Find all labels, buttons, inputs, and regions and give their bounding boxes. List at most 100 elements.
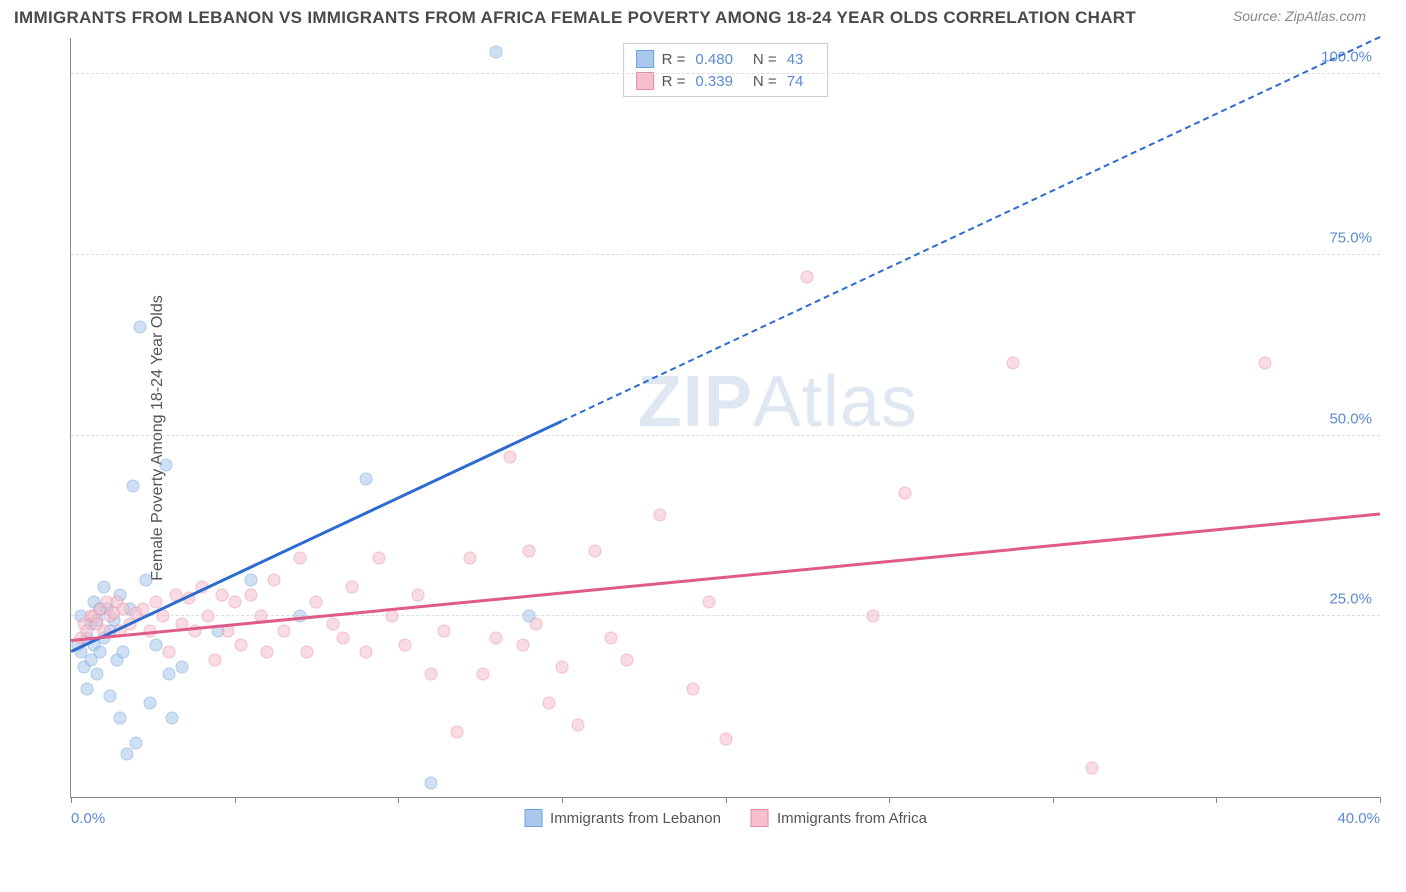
legend-row-lebanon: R = 0.480 N = 43 bbox=[636, 48, 816, 70]
data-point bbox=[424, 668, 437, 681]
legend-swatch-icon bbox=[636, 50, 654, 68]
data-point bbox=[866, 610, 879, 623]
legend-swatch-icon bbox=[751, 809, 769, 827]
data-point bbox=[114, 711, 127, 724]
gridline bbox=[71, 254, 1380, 255]
data-point bbox=[899, 487, 912, 500]
plot-area: ZIPAtlas R = 0.480 N = 43 R = 0.339 N = … bbox=[70, 38, 1380, 798]
legend-r-value: 0.480 bbox=[695, 51, 733, 68]
x-tick-mark bbox=[726, 797, 727, 803]
data-point bbox=[438, 624, 451, 637]
legend-n-value: 43 bbox=[787, 51, 804, 68]
data-point bbox=[326, 617, 339, 630]
data-point bbox=[277, 624, 290, 637]
correlation-legend: R = 0.480 N = 43 R = 0.339 N = 74 bbox=[623, 43, 829, 97]
source-label: Source: ZipAtlas.com bbox=[1233, 8, 1366, 24]
x-tick-mark bbox=[889, 797, 890, 803]
data-point bbox=[555, 660, 568, 673]
x-tick-mark bbox=[1380, 797, 1381, 803]
data-point bbox=[208, 653, 221, 666]
data-point bbox=[300, 646, 313, 659]
data-point bbox=[150, 639, 163, 652]
y-tick-label: 50.0% bbox=[1329, 410, 1372, 427]
data-point bbox=[385, 610, 398, 623]
data-point bbox=[1086, 762, 1099, 775]
data-point bbox=[572, 718, 585, 731]
legend-swatch-icon bbox=[524, 809, 542, 827]
data-point bbox=[719, 733, 732, 746]
data-point bbox=[1007, 357, 1020, 370]
data-point bbox=[490, 631, 503, 644]
data-point bbox=[1259, 357, 1272, 370]
legend-n-label: N = bbox=[753, 51, 777, 68]
gridline bbox=[71, 615, 1380, 616]
data-point bbox=[163, 668, 176, 681]
data-point bbox=[654, 509, 667, 522]
data-point bbox=[163, 646, 176, 659]
data-point bbox=[94, 646, 107, 659]
x-tick-mark bbox=[1216, 797, 1217, 803]
legend-r-value: 0.339 bbox=[695, 73, 733, 90]
data-point bbox=[411, 588, 424, 601]
data-point bbox=[703, 595, 716, 608]
data-point bbox=[294, 552, 307, 565]
data-point bbox=[215, 588, 228, 601]
data-point bbox=[346, 581, 359, 594]
legend-item-africa: Immigrants from Africa bbox=[751, 809, 927, 827]
x-tick-label: 40.0% bbox=[1337, 810, 1380, 827]
data-point bbox=[588, 545, 601, 558]
legend-swatch-icon bbox=[636, 72, 654, 90]
x-tick-mark bbox=[398, 797, 399, 803]
data-point bbox=[244, 574, 257, 587]
series-legend: Immigrants from Lebanon Immigrants from … bbox=[524, 809, 927, 827]
legend-series-label: Immigrants from Africa bbox=[777, 810, 927, 827]
data-point bbox=[81, 682, 94, 695]
legend-item-lebanon: Immigrants from Lebanon bbox=[524, 809, 721, 827]
data-point bbox=[490, 46, 503, 59]
legend-n-label: N = bbox=[753, 73, 777, 90]
data-point bbox=[267, 574, 280, 587]
data-point bbox=[523, 545, 536, 558]
data-point bbox=[159, 458, 172, 471]
data-point bbox=[97, 581, 110, 594]
x-tick-mark bbox=[562, 797, 563, 803]
data-point bbox=[91, 668, 104, 681]
data-point bbox=[529, 617, 542, 630]
gridline bbox=[71, 73, 1380, 74]
data-point bbox=[477, 668, 490, 681]
legend-r-label: R = bbox=[662, 73, 686, 90]
data-point bbox=[117, 646, 130, 659]
data-point bbox=[516, 639, 529, 652]
data-point bbox=[176, 660, 189, 673]
data-point bbox=[140, 574, 153, 587]
data-point bbox=[686, 682, 699, 695]
data-point bbox=[261, 646, 274, 659]
data-point bbox=[801, 270, 814, 283]
chart-container: Female Poverty Among 18-24 Year Olds ZIP… bbox=[40, 38, 1380, 838]
data-point bbox=[359, 646, 372, 659]
data-point bbox=[372, 552, 385, 565]
legend-n-value: 74 bbox=[787, 73, 804, 90]
data-point bbox=[621, 653, 634, 666]
data-point bbox=[503, 451, 516, 464]
data-point bbox=[143, 697, 156, 710]
data-point bbox=[244, 588, 257, 601]
x-tick-label: 0.0% bbox=[71, 810, 105, 827]
data-point bbox=[336, 631, 349, 644]
data-point bbox=[133, 321, 146, 334]
data-point bbox=[359, 472, 372, 485]
y-tick-label: 25.0% bbox=[1329, 591, 1372, 608]
legend-r-label: R = bbox=[662, 51, 686, 68]
data-point bbox=[120, 747, 133, 760]
data-point bbox=[117, 603, 130, 616]
data-point bbox=[604, 631, 617, 644]
x-tick-mark bbox=[1053, 797, 1054, 803]
data-point bbox=[127, 480, 140, 493]
data-point bbox=[235, 639, 248, 652]
data-point bbox=[130, 736, 143, 749]
x-tick-mark bbox=[71, 797, 72, 803]
x-tick-mark bbox=[235, 797, 236, 803]
legend-series-label: Immigrants from Lebanon bbox=[550, 810, 721, 827]
data-point bbox=[166, 711, 179, 724]
data-point bbox=[228, 595, 241, 608]
